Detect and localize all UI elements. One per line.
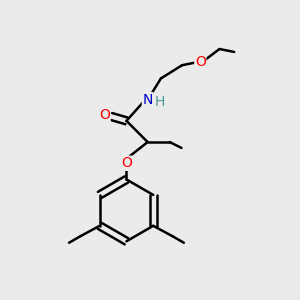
Text: O: O bbox=[99, 108, 110, 122]
Text: N: N bbox=[142, 93, 153, 106]
Text: O: O bbox=[195, 55, 206, 69]
Text: O: O bbox=[121, 156, 132, 170]
Text: H: H bbox=[155, 95, 165, 109]
